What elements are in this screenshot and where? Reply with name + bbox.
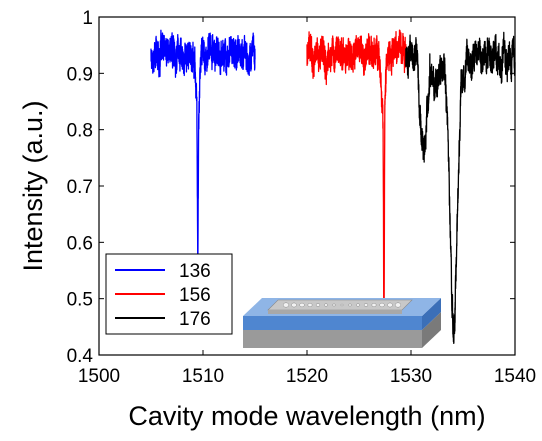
y-tick-label: 0.8 [67, 121, 93, 142]
inset-hole [299, 302, 305, 308]
inset-substrate-side [422, 312, 441, 348]
series-line-176 [405, 31, 516, 344]
y-tick-label: 0.7 [67, 177, 93, 198]
legend-label-176: 176 [179, 309, 211, 330]
series-line-136 [150, 29, 256, 261]
x-tick-label: 1540 [494, 366, 536, 387]
inset-hole [348, 303, 352, 307]
x-tick-label: 1520 [286, 366, 328, 387]
inset-ridge-front [268, 310, 402, 314]
inset-hole [356, 303, 360, 307]
inset-hole [332, 303, 336, 307]
inset-hole [379, 302, 385, 308]
inset-hole [315, 303, 321, 307]
inset-hole [340, 303, 344, 307]
inset-hole [395, 302, 402, 308]
x-tick-label: 1530 [390, 366, 432, 387]
series-line-156 [306, 29, 407, 328]
series-layer [150, 29, 516, 344]
inset-hole [324, 303, 328, 307]
y-tick-label: 0.4 [67, 346, 94, 367]
tick-layer: 1500 1510 1520 1530 1540 0.4 0.5 0.6 0.7 0.8 0.9 1 [67, 8, 537, 387]
y-tick-label: 1 [82, 8, 93, 29]
x-tick-label: 1510 [182, 366, 224, 387]
inset-substrate-front [243, 330, 422, 348]
y-axis-label: Intensity (a.u.) [18, 100, 48, 271]
y-tick-label: 0.5 [67, 290, 93, 311]
inset-layer-front [243, 316, 422, 330]
y-tick-label: 0.9 [67, 64, 93, 85]
inset-hole [307, 303, 313, 307]
inset-hole [371, 303, 377, 307]
inset-schematic [243, 298, 441, 348]
x-tick-label: 1500 [78, 366, 120, 387]
x-axis-label: Cavity mode wavelength (nm) [128, 401, 485, 431]
inset-hole [283, 302, 290, 308]
inset-hole [363, 303, 369, 307]
legend-label-156: 156 [179, 285, 211, 306]
inset-hole [387, 302, 393, 308]
legend: 136 156 176 [105, 253, 233, 335]
y-tick-label: 0.6 [67, 233, 93, 254]
inset-hole [291, 302, 297, 308]
inset-layer-side [422, 298, 441, 330]
legend-label-136: 136 [179, 261, 211, 282]
